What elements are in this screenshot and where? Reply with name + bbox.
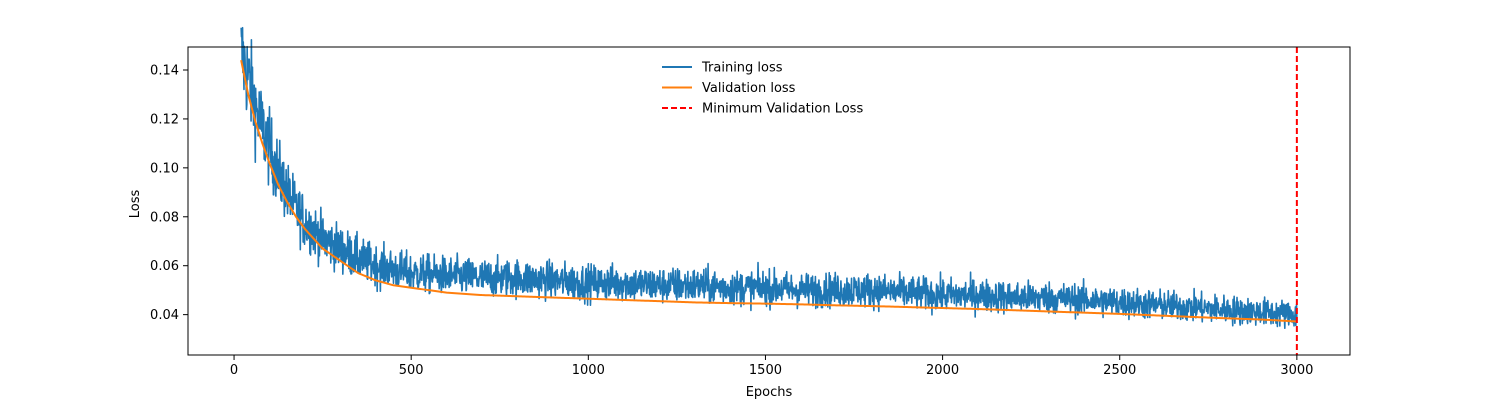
plot-area bbox=[240, 26, 1298, 355]
x-axis: 0 500 1000 1500 2000 2500 3000 bbox=[230, 355, 1313, 378]
x-tick-label: 0 bbox=[230, 363, 238, 378]
y-tick-label: 0.08 bbox=[150, 210, 179, 225]
x-tick-label: 2000 bbox=[926, 363, 959, 378]
series-validation-loss bbox=[240, 60, 1297, 323]
legend-label-training: Training loss bbox=[701, 61, 783, 76]
y-tick-label: 0.06 bbox=[150, 259, 179, 274]
plot-frame bbox=[187, 46, 1351, 356]
x-tick-label: 1500 bbox=[749, 363, 782, 378]
y-axis-label: Loss bbox=[128, 190, 143, 219]
y-tick-label: 0.12 bbox=[150, 112, 179, 127]
y-tick-label: 0.04 bbox=[150, 308, 179, 323]
x-tick-label: 1000 bbox=[572, 363, 605, 378]
legend: Training loss Validation loss Minimum Va… bbox=[662, 61, 863, 117]
legend-label-validation: Validation loss bbox=[702, 81, 796, 96]
x-tick-label: 500 bbox=[399, 363, 424, 378]
legend-label-min-val: Minimum Validation Loss bbox=[702, 102, 863, 117]
y-axis: 0.04 0.06 0.08 0.10 0.12 0.14 bbox=[150, 63, 188, 323]
series-training-loss bbox=[240, 26, 1298, 330]
x-axis-label: Epochs bbox=[746, 385, 793, 400]
y-tick-label: 0.14 bbox=[150, 63, 179, 78]
y-tick-label: 0.10 bbox=[150, 161, 179, 176]
x-tick-label: 3000 bbox=[1280, 363, 1313, 378]
x-tick-label: 2500 bbox=[1103, 363, 1136, 378]
